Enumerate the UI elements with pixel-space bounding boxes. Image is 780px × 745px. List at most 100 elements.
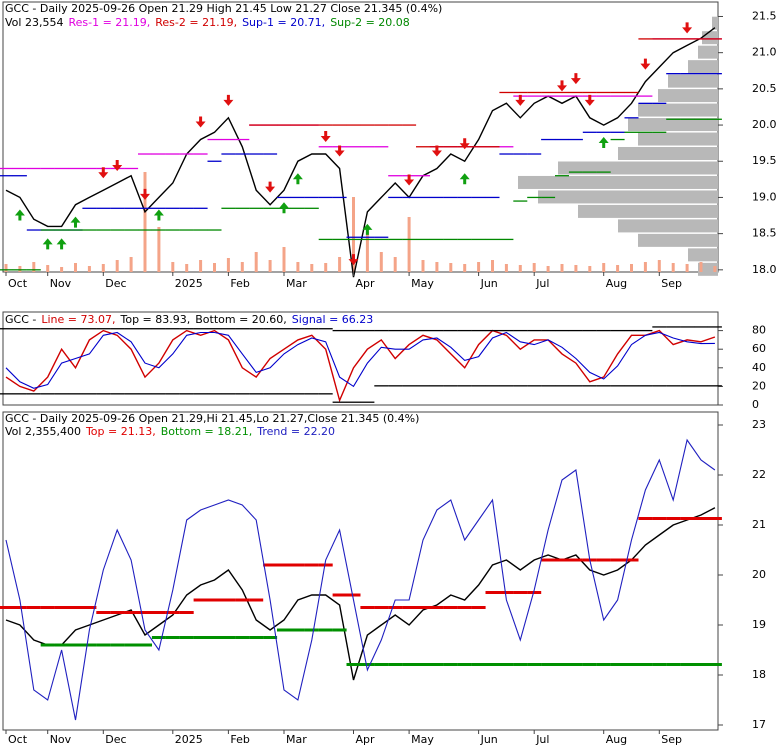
volume-profile-bar xyxy=(698,262,718,276)
volume-profile-bar xyxy=(712,16,718,30)
volume-bar xyxy=(504,264,508,272)
x-tick-label: Apr xyxy=(356,733,376,745)
buy-arrow xyxy=(279,202,289,214)
volume-profile-bar xyxy=(628,118,718,132)
x-tick-label: Nov xyxy=(50,733,72,745)
volume-bar xyxy=(699,262,703,272)
y-tick-label: 17 xyxy=(752,718,766,731)
sell-arrow xyxy=(570,73,581,85)
sell-arrow xyxy=(682,22,693,34)
volume-profile-bar xyxy=(702,31,718,45)
panel-title: GCC - Daily 2025-09-26 Open 21.29 High 2… xyxy=(5,2,442,15)
volume-bar xyxy=(296,262,300,272)
volume-profile-bar xyxy=(668,74,718,88)
sell-arrow xyxy=(320,131,331,143)
legend-entry: Bottom = 18.21, xyxy=(161,425,253,438)
volume-profile-bar xyxy=(698,45,718,59)
buy-arrow xyxy=(362,223,373,235)
buy-arrow xyxy=(292,173,303,185)
legend-entry: Top = 21.13, xyxy=(85,425,156,438)
sell-arrow xyxy=(140,188,150,200)
volume-bar xyxy=(560,264,564,272)
sell-arrow xyxy=(557,80,567,92)
y-tick-label: 80 xyxy=(752,324,766,337)
volume-profile-bar xyxy=(688,60,718,74)
volume-bar xyxy=(338,257,342,272)
x-tick-label: Sep xyxy=(661,733,682,745)
sell-arrow xyxy=(112,159,123,171)
legend-entry: Line = 73.07, xyxy=(41,313,115,326)
volume-bar xyxy=(532,263,536,272)
buy-arrow xyxy=(598,137,609,149)
y-tick-label: 20 xyxy=(752,379,766,392)
volume-bar xyxy=(199,260,203,272)
volume-label: Vol 23,554 xyxy=(5,16,63,29)
legend-entry: Signal = 66.23 xyxy=(292,313,374,326)
legend-entry: Res-2 = 21.19, xyxy=(155,16,237,29)
y-tick-label: 20.5 xyxy=(752,82,777,95)
volume-bar xyxy=(32,262,36,272)
y-tick-label: 18.5 xyxy=(752,227,777,240)
y-tick-label: 21.5 xyxy=(752,9,777,22)
x-tick-label: May xyxy=(411,277,434,290)
x-tick-label: Oct xyxy=(8,277,28,290)
volume-bar xyxy=(671,263,675,272)
volume-bar xyxy=(352,197,355,272)
volume-profile-bar xyxy=(638,233,718,247)
volume-bar xyxy=(574,265,578,272)
volume-profile-bar xyxy=(538,190,718,204)
volume-bar xyxy=(282,247,286,272)
buy-arrow xyxy=(42,238,53,250)
volume-bar xyxy=(213,263,216,272)
x-tick-label: Dec xyxy=(105,733,126,745)
y-tick-label: 18 xyxy=(752,668,766,681)
volume-profile-bar xyxy=(618,147,718,161)
volume-bar xyxy=(324,263,328,272)
sell-arrow xyxy=(334,145,345,157)
x-tick-label: Jun xyxy=(480,277,498,290)
sell-arrow xyxy=(404,174,415,186)
volume-bar xyxy=(477,262,481,272)
volume-bar xyxy=(87,266,91,272)
volume-bar xyxy=(602,263,606,272)
volume-bar xyxy=(143,172,147,272)
x-tick-label: Mar xyxy=(286,277,307,290)
series-line xyxy=(5,331,715,389)
volume-profile-bar xyxy=(658,89,718,103)
volume-profile-bar xyxy=(518,175,718,189)
y-tick-label: 0 xyxy=(752,398,759,411)
volume-bar xyxy=(18,266,22,272)
panel-frame xyxy=(2,311,719,406)
volume-bar xyxy=(588,266,592,272)
volume-bar xyxy=(129,257,133,272)
x-tick-label: Aug xyxy=(606,733,627,745)
volume-bar xyxy=(449,263,453,272)
buy-arrow xyxy=(14,209,25,221)
legend-entry: Sup-1 = 20.71, xyxy=(242,16,325,29)
x-tick-label: Aug xyxy=(606,277,627,290)
volume-bar xyxy=(74,263,77,272)
volume-bar xyxy=(421,260,425,272)
volume-bar xyxy=(185,264,189,272)
volume-profile-bar xyxy=(558,161,718,175)
legend-entry: Res-1 = 21.19, xyxy=(68,16,150,29)
sell-arrow xyxy=(98,167,109,179)
panel-title: GCC - xyxy=(5,313,36,326)
x-tick-label: Feb xyxy=(230,277,249,290)
x-tick-label: 2025 xyxy=(175,277,203,290)
volume-bar xyxy=(407,217,411,272)
panel-frame xyxy=(2,1,719,273)
volume-bar xyxy=(46,265,50,272)
legend-entry: Top = 83.93, xyxy=(119,313,190,326)
x-tick-label: Jul xyxy=(535,733,549,745)
buy-arrow xyxy=(70,216,81,228)
sell-arrow xyxy=(640,58,651,70)
volume-label: Vol 2,355,400 xyxy=(5,425,81,438)
volume-profile-bar xyxy=(638,103,718,117)
volume-bar xyxy=(157,227,161,272)
sell-arrow xyxy=(431,145,442,157)
volume-profile-bar xyxy=(688,248,718,262)
x-tick-label: Oct xyxy=(8,733,28,745)
sell-arrow xyxy=(265,181,276,193)
